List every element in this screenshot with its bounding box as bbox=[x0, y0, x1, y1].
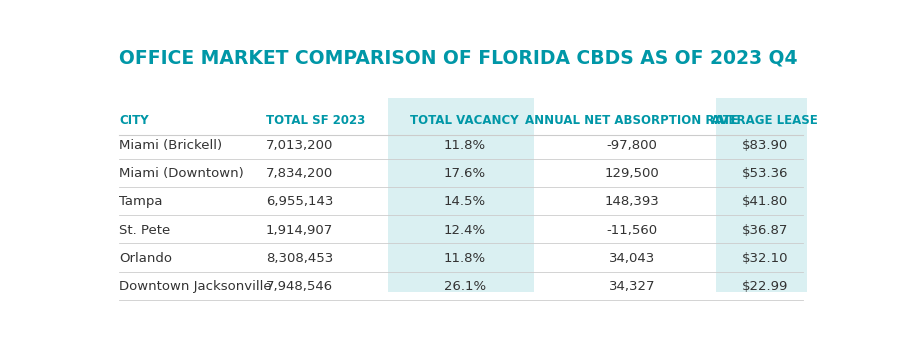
Text: 11.8%: 11.8% bbox=[444, 139, 486, 152]
Text: CITY: CITY bbox=[120, 114, 149, 127]
Text: St. Pete: St. Pete bbox=[120, 224, 171, 237]
Text: 7,013,200: 7,013,200 bbox=[266, 139, 333, 152]
Text: 34,043: 34,043 bbox=[609, 252, 655, 265]
Text: $83.90: $83.90 bbox=[742, 139, 788, 152]
Text: AVERAGE LEASE: AVERAGE LEASE bbox=[711, 114, 818, 127]
Text: Tampa: Tampa bbox=[120, 195, 163, 208]
Text: 129,500: 129,500 bbox=[605, 167, 660, 180]
Text: 8,308,453: 8,308,453 bbox=[266, 252, 333, 265]
Text: 6,955,143: 6,955,143 bbox=[266, 195, 333, 208]
Text: $41.80: $41.80 bbox=[742, 195, 788, 208]
FancyBboxPatch shape bbox=[716, 98, 806, 292]
Text: 17.6%: 17.6% bbox=[444, 167, 486, 180]
Text: $53.36: $53.36 bbox=[742, 167, 788, 180]
Text: ANNUAL NET ABSORPTION RATE: ANNUAL NET ABSORPTION RATE bbox=[526, 114, 739, 127]
Text: 14.5%: 14.5% bbox=[444, 195, 486, 208]
Text: Miami (Brickell): Miami (Brickell) bbox=[120, 139, 222, 152]
Text: $36.87: $36.87 bbox=[742, 224, 788, 237]
Text: -11,560: -11,560 bbox=[607, 224, 658, 237]
Text: 34,327: 34,327 bbox=[609, 280, 655, 293]
Text: Miami (Downtown): Miami (Downtown) bbox=[120, 167, 244, 180]
Text: 7,948,546: 7,948,546 bbox=[266, 280, 333, 293]
Text: Downtown Jacksonville: Downtown Jacksonville bbox=[120, 280, 272, 293]
Text: 26.1%: 26.1% bbox=[444, 280, 486, 293]
Text: $32.10: $32.10 bbox=[742, 252, 788, 265]
Text: $22.99: $22.99 bbox=[742, 280, 788, 293]
Text: 1,914,907: 1,914,907 bbox=[266, 224, 333, 237]
Text: 148,393: 148,393 bbox=[605, 195, 660, 208]
Text: Orlando: Orlando bbox=[120, 252, 173, 265]
FancyBboxPatch shape bbox=[388, 98, 535, 292]
Text: -97,800: -97,800 bbox=[607, 139, 658, 152]
Text: TOTAL VACANCY: TOTAL VACANCY bbox=[410, 114, 519, 127]
Text: 12.4%: 12.4% bbox=[444, 224, 486, 237]
Text: 11.8%: 11.8% bbox=[444, 252, 486, 265]
Text: TOTAL SF 2023: TOTAL SF 2023 bbox=[266, 114, 365, 127]
Text: OFFICE MARKET COMPARISON OF FLORIDA CBDS AS OF 2023 Q4: OFFICE MARKET COMPARISON OF FLORIDA CBDS… bbox=[120, 49, 798, 68]
Text: 7,834,200: 7,834,200 bbox=[266, 167, 333, 180]
